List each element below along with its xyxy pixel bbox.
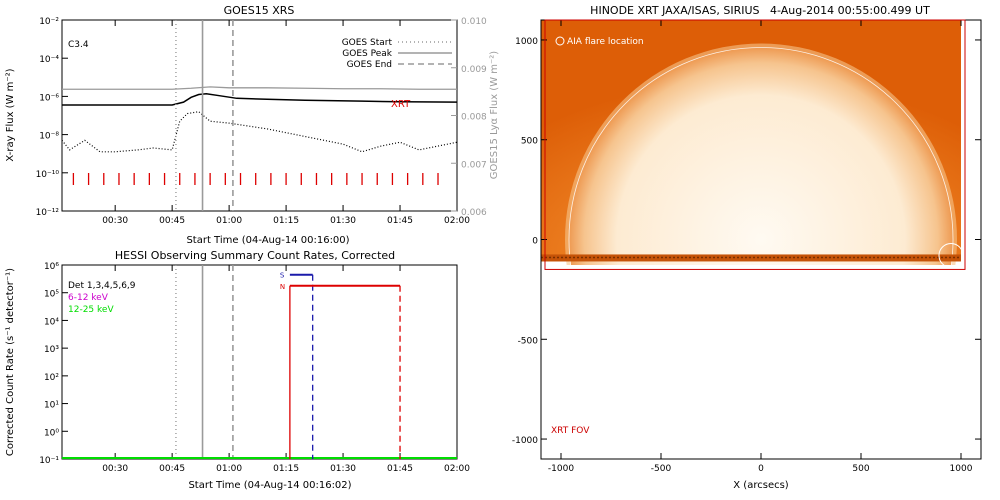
aia-legend: AIA flare location xyxy=(555,36,644,47)
goes-x-tick-label: 01:15 xyxy=(273,216,299,226)
hessi-x-axis-label: Start Time (04-Aug-14 00:16:02) xyxy=(188,480,351,491)
hessi-x-tick-label: 02:00 xyxy=(444,464,470,474)
xrt-limb-line xyxy=(568,47,954,265)
xrt-chart-title: HINODE XRT JAXA/ISAS, SIRIUS 4-Aug-2014 … xyxy=(590,4,930,17)
aia-legend-label: AIA flare location xyxy=(567,37,644,47)
goes-short-channel-line xyxy=(62,111,457,153)
xrt-y-tick-label: 0 xyxy=(532,237,538,247)
hessi-y-tick-label: 10² xyxy=(44,373,59,383)
goes-y-tick-label: 10⁻⁶ xyxy=(39,93,59,103)
hessi-legend-12-25kev: 12-25 keV xyxy=(68,305,114,315)
hessi-marker-label: S xyxy=(280,272,285,280)
xrt-image-panel: HINODE XRT JAXA/ISAS, SIRIUS 4-Aug-2014 … xyxy=(512,4,982,491)
goes-y2-tick-label: 0.007 xyxy=(461,160,487,170)
hessi-plot-frame xyxy=(61,264,458,460)
goes-class-label: C3.4 xyxy=(68,40,89,50)
goes-y-tick-label: 10⁻¹⁰ xyxy=(36,170,60,180)
goes-y2-tick-label: 0.010 xyxy=(461,17,487,27)
goes-long-channel-line xyxy=(62,92,457,106)
xrt-fov-label: XRT FOV xyxy=(551,426,590,436)
goes-y2-axis-label: GOES15 Lyα Flux (W m⁻²) xyxy=(489,51,500,179)
goes-y2-tick-label: 0.006 xyxy=(461,208,487,218)
goes-y-tick-label: 10⁻⁸ xyxy=(39,132,59,142)
hessi-y-tick-label: 10⁻¹ xyxy=(39,456,59,466)
xrt-x-tick-label: 1000 xyxy=(950,464,973,474)
hessi-x-tick-label: 01:30 xyxy=(330,464,356,474)
xrt-x-tick-label: 500 xyxy=(852,464,869,474)
goes-legend: GOES Start GOES Peak GOES End xyxy=(342,38,452,70)
hessi-x-tick-label: 01:45 xyxy=(387,464,413,474)
goes-x-tick-label: 00:45 xyxy=(159,216,185,226)
goes-lya-line xyxy=(62,86,457,90)
hessi-y-tick-label: 10⁰ xyxy=(44,428,59,438)
hessi-y-tick-label: 10¹ xyxy=(44,401,59,411)
hessi-chart-title: HESSI Observing Summary Count Rates, Cor… xyxy=(115,249,395,262)
aia-legend-circle xyxy=(555,36,565,46)
xrt-x-tick-label: 0 xyxy=(758,464,764,474)
hessi-panel: HESSI Observing Summary Count Rates, Cor… xyxy=(5,249,470,491)
xrt-solar-disk xyxy=(569,47,953,265)
goes-x-axis-label: Start Time (04-Aug-14 00:16:00) xyxy=(186,235,349,246)
goes-x-tick-label: 01:00 xyxy=(216,216,242,226)
hessi-y-tick-label: 10⁵ xyxy=(44,290,59,300)
hessi-legend-6-12kev: 6-12 keV xyxy=(68,293,109,303)
goes-x-tick-label: 01:45 xyxy=(387,216,413,226)
xrt-fov-rect xyxy=(544,19,966,270)
goes-legend-start-label: GOES Start xyxy=(342,38,393,48)
hessi-x-tick-label: 00:45 xyxy=(159,464,185,474)
hessi-x-tick-label: 01:15 xyxy=(273,464,299,474)
xrt-y-tick-label: 1000 xyxy=(515,37,538,47)
goes-plot-frame xyxy=(61,19,458,212)
goes-y2-tick-label: 0.008 xyxy=(461,113,487,123)
xrt-y-tick-label: -500 xyxy=(518,336,539,346)
hessi-y-tick-label: 10⁴ xyxy=(44,317,59,327)
goes-xrt-label: XRT xyxy=(391,99,411,110)
hessi-y-axis-label: Corrected Count Rate (s⁻¹ detector⁻¹) xyxy=(5,268,16,456)
hessi-y-tick-label: 10⁶ xyxy=(44,262,59,272)
xrt-x-axis-label: X (arcsecs) xyxy=(733,480,789,491)
goes-legend-peak-label: GOES Peak xyxy=(342,49,392,59)
goes-legend-end-label: GOES End xyxy=(347,60,392,70)
goes-x-tick-label: 00:30 xyxy=(102,216,128,226)
hessi-legend: Det 1,3,4,5,6,9 6-12 keV 12-25 keV xyxy=(68,281,136,315)
goes-chart-title: GOES15 XRS xyxy=(224,4,295,17)
goes-y-tick-label: 10⁻² xyxy=(39,17,59,27)
xrt-x-tick-label: -1000 xyxy=(548,464,574,474)
goes-x-tick-label: 02:00 xyxy=(444,216,470,226)
goes-x-tick-label: 01:30 xyxy=(330,216,356,226)
goes-y-tick-label: 10⁻¹² xyxy=(36,208,60,218)
xrt-x-tick-label: -500 xyxy=(651,464,672,474)
xrt-y-tick-label: 500 xyxy=(521,137,538,147)
hessi-y-tick-label: 10³ xyxy=(44,345,59,355)
goes-y-tick-label: 10⁻⁴ xyxy=(39,55,59,65)
aia-flare-circle xyxy=(938,242,964,268)
hessi-x-tick-label: 01:00 xyxy=(216,464,242,474)
xrt-bottom-noise-band xyxy=(541,254,961,262)
goes-y-axis-label: X-ray Flux (W m⁻²) xyxy=(5,68,16,161)
goes-xrs-panel: GOES15 XRS 00:30 00:45 01:00 01:15 01:30 01:4… xyxy=(5,4,500,246)
hessi-x-tick-label: 00:30 xyxy=(102,464,128,474)
hessi-legend-det: Det 1,3,4,5,6,9 xyxy=(68,281,136,291)
xrt-y-tick-label: -1000 xyxy=(512,436,538,446)
goes-y2-tick-label: 0.009 xyxy=(461,65,487,75)
hessi-marker-label: N xyxy=(280,283,285,291)
